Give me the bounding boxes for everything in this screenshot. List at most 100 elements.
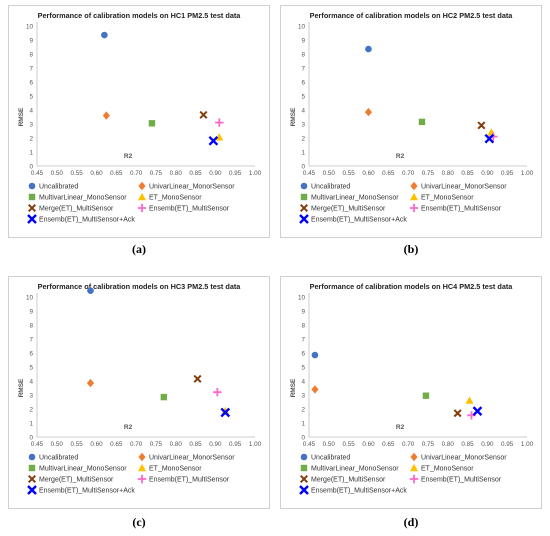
legend-label-merge-et-multisensor: Merge(ET)_MultiSensor	[311, 477, 386, 484]
legend-label-multivarlinear-monosensor: MultivarLinear_MonoSensor	[311, 466, 399, 473]
legend-marker-univarlinear-monorsensor	[138, 452, 146, 462]
x-tick-label: 0.55	[71, 441, 84, 448]
legend-marker-uncalibrated	[300, 453, 308, 461]
point-uncalibrated	[87, 287, 94, 294]
y-tick-label: 5	[29, 365, 33, 372]
y-tick-label: 10	[26, 295, 34, 302]
x-tick-label: 0.60	[90, 441, 103, 448]
legend-label-ensemb-et-multisensor: Ensemb(ET)_MultiSensor	[421, 206, 502, 213]
x-tick-label: 0.45	[303, 170, 316, 177]
chart-svg-a: Performance of calibration models on HC1…	[18, 11, 262, 224]
x-tick-label: 0.90	[209, 441, 222, 448]
x-tick-label: 0.80	[442, 441, 455, 448]
legend-label-et-monosensor: ET_MonoSensor	[421, 466, 474, 473]
y-axis-label: RMSE	[290, 378, 297, 397]
point-univarlinear-monorsensor	[364, 107, 373, 117]
y-tick-label: 2	[301, 136, 305, 143]
legend-marker-ensemb-et-multisensor	[137, 474, 147, 484]
legend-marker-et-monosensor	[410, 192, 418, 201]
y-tick-label: 5	[301, 94, 305, 101]
x-tick-label: 0.95	[501, 441, 514, 448]
x-tick-label: 0.75	[150, 170, 163, 177]
point-univarlinear-monorsensor	[102, 111, 110, 120]
legend-label-ensemb-et-multisensor: Ensemb(ET)_MultiSensor	[421, 477, 502, 484]
chart-title: Performance of calibration models on HC1…	[38, 11, 242, 20]
y-tick-label: 0	[29, 435, 33, 442]
point-merge-et-multisensor	[199, 110, 208, 119]
x-axis-label: R2	[396, 424, 405, 431]
y-tick-label: 7	[301, 337, 305, 344]
caption-d: (d)	[403, 515, 419, 529]
legend-label-ensemb-et-multisensor-ack: Ensemb(ET)_MultiSensor+Ack	[311, 488, 407, 495]
y-tick-label: 5	[29, 94, 33, 101]
x-tick-label: 0.70	[130, 170, 143, 177]
y-tick-label: 0	[301, 164, 305, 171]
point-uncalibrated	[311, 351, 319, 359]
caption-c: (c)	[132, 515, 146, 529]
x-tick-label: 0.50	[51, 441, 64, 448]
legend-label-univarlinear-monorsensor: UnivarLinear_MonorSensor	[421, 184, 507, 191]
x-tick-label: 0.60	[362, 441, 375, 448]
legend-marker-et-monosensor	[138, 192, 146, 201]
x-tick-label: 0.80	[442, 170, 455, 177]
x-tick-label: 1.00	[521, 441, 534, 448]
y-tick-label: 9	[301, 38, 305, 45]
chart-panel-b: Performance of calibration models on HC2…	[280, 5, 542, 238]
legend-label-ensemb-et-multisensor: Ensemb(ET)_MultiSensor	[149, 477, 230, 484]
legend-label-univarlinear-monorsensor: UnivarLinear_MonorSensor	[421, 455, 507, 462]
y-tick-label: 4	[301, 379, 305, 386]
y-tick-label: 8	[29, 52, 33, 59]
legend-marker-multivarlinear-monosensor	[300, 193, 308, 201]
x-tick-label: 0.85	[461, 170, 474, 177]
point-univarlinear-monorsensor	[311, 385, 319, 394]
legend-label-ensemb-et-multisensor-ack: Ensemb(ET)_MultiSensor+Ack	[311, 217, 407, 224]
chart-title: Performance of calibration models on HC3…	[38, 282, 242, 291]
y-axis-label: RMSE	[18, 378, 25, 397]
point-et-monosensor	[221, 406, 230, 415]
x-tick-label: 0.50	[323, 170, 336, 177]
x-axis-label: R2	[124, 424, 133, 431]
x-tick-label: 0.75	[150, 441, 163, 448]
legend-label-multivarlinear-monosensor: MultivarLinear_MonoSensor	[311, 195, 399, 202]
x-tick-label: 1.00	[249, 170, 262, 177]
legend-label-ensemb-et-multisensor: Ensemb(ET)_MultiSensor	[149, 206, 230, 213]
legend-marker-ensemb-et-multisensor-ack	[27, 485, 37, 495]
x-tick-label: 0.90	[481, 170, 494, 177]
point-univarlinear-monorsensor	[86, 378, 95, 388]
legend-marker-ensemb-et-multisensor-ack	[299, 485, 309, 495]
legend-label-et-monosensor: ET_MonoSensor	[149, 195, 202, 202]
x-tick-label: 0.55	[71, 170, 84, 177]
y-tick-label: 5	[301, 365, 305, 372]
x-tick-label: 0.95	[229, 441, 242, 448]
y-tick-label: 0	[29, 164, 33, 171]
legend-marker-univarlinear-monorsensor	[410, 181, 418, 191]
x-tick-label: 0.65	[110, 441, 123, 448]
x-tick-label: 0.95	[501, 170, 514, 177]
point-ensemb-et-multisensor	[213, 388, 222, 397]
y-tick-label: 3	[301, 393, 305, 400]
point-et-monosensor	[215, 133, 224, 141]
x-axis-label: R2	[124, 153, 133, 160]
y-tick-label: 6	[301, 351, 305, 358]
legend-marker-univarlinear-monorsensor	[410, 452, 418, 462]
legend-marker-multivarlinear-monosensor	[28, 464, 36, 472]
x-tick-label: 0.55	[343, 441, 356, 448]
y-tick-label: 2	[29, 407, 33, 414]
y-tick-label: 7	[301, 66, 305, 73]
point-ensemb-et-multisensor-ack	[472, 406, 483, 416]
y-tick-label: 3	[301, 122, 305, 129]
y-tick-label: 4	[29, 379, 33, 386]
legend-marker-multivarlinear-monosensor	[300, 464, 308, 472]
point-multivarlinear-monosensor	[148, 120, 156, 127]
y-tick-label: 1	[29, 150, 33, 157]
point-merge-et-multisensor	[453, 409, 462, 418]
legend-marker-merge-et-multisensor	[299, 474, 309, 484]
legend-label-univarlinear-monorsensor: UnivarLinear_MonorSensor	[149, 184, 235, 191]
y-axis-label: RMSE	[18, 107, 25, 126]
y-tick-label: 9	[301, 309, 305, 316]
chart-title: Performance of calibration models on HC4…	[310, 282, 514, 291]
x-tick-label: 0.70	[130, 441, 143, 448]
x-tick-label: 0.55	[343, 170, 356, 177]
x-tick-label: 0.85	[189, 441, 202, 448]
x-tick-label: 0.80	[170, 170, 183, 177]
